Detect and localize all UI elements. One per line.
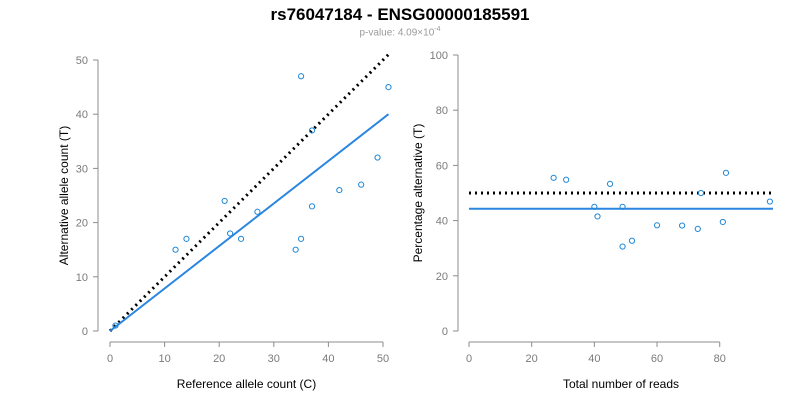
data-point	[237, 235, 245, 242]
data-point	[697, 189, 705, 197]
x-tick-label: 20	[526, 353, 538, 365]
data-point	[594, 213, 601, 220]
data-point	[606, 180, 614, 187]
y-axis-title: Alternative allele count (T)	[57, 126, 71, 265]
data-point	[628, 237, 636, 244]
data-point	[374, 154, 381, 161]
data-point	[385, 84, 392, 91]
data-point	[653, 222, 661, 229]
data-point	[619, 243, 626, 250]
data-point	[298, 73, 305, 80]
data-point	[112, 322, 119, 329]
p-value-text: p-value: 4.09×10	[359, 27, 435, 39]
y-tick-label: 10	[76, 272, 88, 284]
data-point	[336, 186, 343, 194]
y-tick-label: 20	[76, 218, 88, 230]
data-point	[591, 203, 598, 210]
y-tick-label: 60	[436, 160, 448, 172]
x-tick-label: 50	[377, 353, 389, 365]
y-tick-label: 0	[82, 326, 88, 338]
data-point	[308, 127, 316, 134]
data-point	[679, 222, 686, 229]
x-tick-label: 30	[268, 353, 280, 365]
data-point	[308, 203, 316, 210]
y-axis-title: Percentage alternative (T)	[411, 124, 425, 263]
x-tick-label: 0	[107, 353, 113, 365]
data-point	[254, 208, 261, 215]
x-tick-label: 40	[322, 353, 334, 365]
y-tick-label: 40	[436, 216, 448, 228]
fitted-regression-line	[109, 113, 390, 332]
data-point	[221, 197, 228, 205]
x-tick-label: 10	[158, 353, 170, 365]
x-axis-title: Reference allele count (C)	[177, 377, 316, 391]
y-tick-label: 100	[430, 50, 448, 62]
p-value-exponent: -4	[434, 26, 441, 33]
reference-dotted-line	[108, 53, 390, 333]
chart-subtitle: p-value: 4.09×10-4	[0, 26, 800, 38]
data-point	[719, 218, 726, 226]
data-point	[694, 225, 701, 232]
chart-title: rs76047184 - ENSG00000185591	[270, 5, 530, 24]
y-tick-label: 40	[76, 109, 88, 121]
data-point	[292, 246, 299, 253]
data-point	[766, 198, 773, 205]
y-tick-label: 80	[436, 105, 448, 117]
allele-count-scatter-plot: 0 10 20 30 40 50 0 10 20 30 40 50 Reference allele c…	[57, 53, 392, 391]
x-tick-label: 0	[466, 353, 472, 365]
y-tick-label: 50	[76, 55, 88, 67]
y-tick-label: 20	[436, 271, 448, 283]
data-point	[550, 174, 557, 181]
data-point	[722, 169, 730, 176]
data-point	[619, 203, 626, 210]
data-point	[358, 181, 365, 188]
data-point	[183, 235, 190, 242]
data-point	[227, 230, 234, 237]
data-point	[172, 246, 179, 253]
x-tick-label: 60	[651, 353, 663, 365]
x-tick-label: 40	[588, 353, 600, 365]
x-axis-title: Total number of reads	[563, 377, 679, 391]
percentage-alternative-scatter-plot: 0 20 40 60 80 0 20 40 60 80 100 Total number of rea…	[411, 50, 773, 391]
x-tick-label: 80	[714, 353, 726, 365]
x-tick-label: 20	[213, 353, 225, 365]
y-tick-label: 30	[76, 163, 88, 175]
data-point	[298, 235, 305, 242]
y-tick-label: 0	[442, 326, 448, 338]
data-point	[563, 176, 570, 183]
